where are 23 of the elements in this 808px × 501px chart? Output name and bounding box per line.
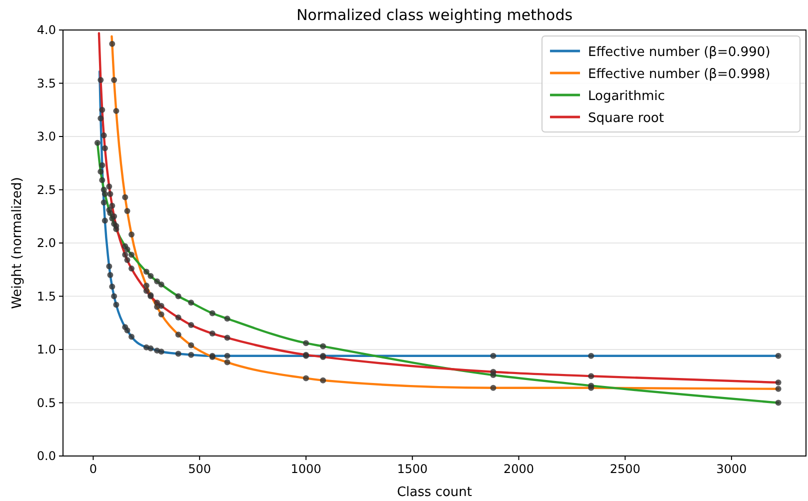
x-tick-label: 2000 bbox=[503, 462, 534, 476]
y-axis-title: Weight (normalized) bbox=[10, 177, 25, 309]
y-tick-label: 1.0 bbox=[36, 342, 56, 356]
x-tick-label: 2500 bbox=[610, 462, 640, 476]
y-tick-label: 3.5 bbox=[36, 76, 56, 90]
y-tick-label: 2.5 bbox=[36, 182, 56, 197]
y-tick-label: 2.0 bbox=[36, 236, 56, 250]
x-tick-label: 3000 bbox=[716, 462, 747, 476]
legend-label: Effective number (β=0.990) bbox=[588, 45, 770, 60]
x-tick-label: 500 bbox=[188, 462, 212, 476]
y-tick-label: 3.0 bbox=[36, 130, 56, 144]
y-tick-label: 0.0 bbox=[36, 449, 56, 463]
x-tick-label: 1500 bbox=[397, 462, 428, 476]
legend-label: Effective number (β=0.998) bbox=[588, 67, 770, 82]
x-tick-label: 1000 bbox=[290, 462, 322, 476]
x-tick-label: 0 bbox=[89, 462, 98, 476]
legend-label: Square root bbox=[588, 111, 664, 126]
chart-title: Normalized class weighting methods bbox=[296, 6, 573, 24]
y-tick-label: 0.5 bbox=[36, 396, 56, 410]
y-tick-label: 4.0 bbox=[36, 23, 56, 37]
y-tick-label: 1.5 bbox=[36, 289, 56, 304]
x-axis-title: Class count bbox=[396, 485, 472, 500]
legend-label: Logarithmic bbox=[588, 89, 665, 104]
